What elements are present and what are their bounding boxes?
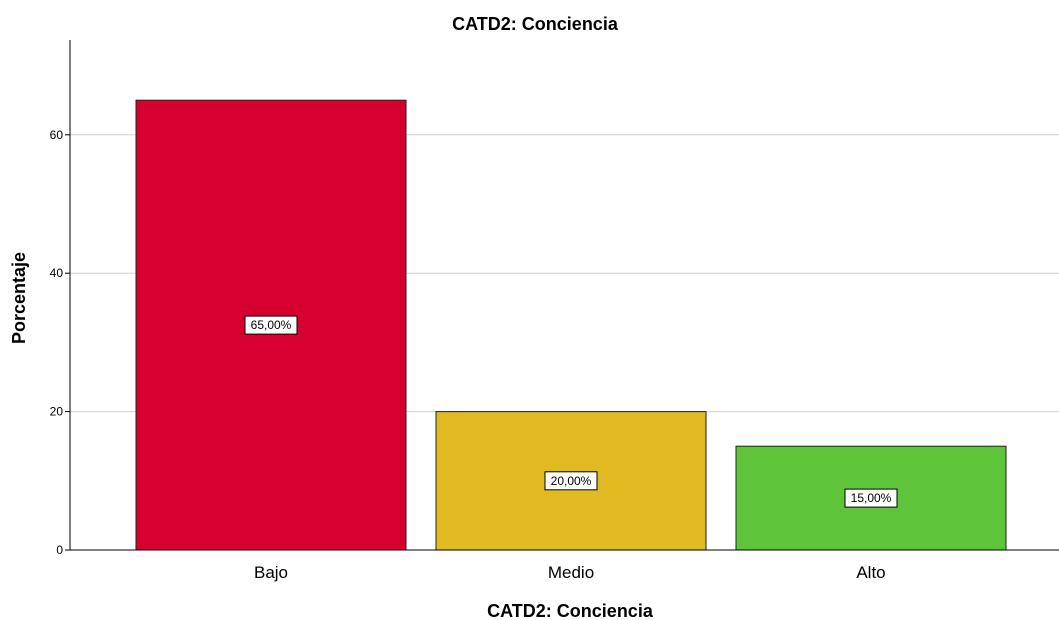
data-label: 20,00% — [544, 471, 598, 491]
chart-title: CATD2: Conciencia — [452, 14, 619, 34]
data-label-box — [244, 315, 298, 335]
x-tick-label: Medio — [548, 563, 594, 582]
y-tick-label: 20 — [50, 405, 64, 419]
y-tick-label: 0 — [56, 543, 63, 557]
y-axis-title: Porcentaje — [9, 252, 29, 344]
data-label: 15,00% — [844, 488, 898, 508]
data-label-text: 20,00% — [551, 474, 592, 488]
data-label-box — [844, 488, 898, 508]
y-axis: 0 20 40 60 — [50, 40, 71, 557]
y-tick-label: 60 — [50, 128, 64, 142]
data-label-text: 65,00% — [251, 318, 292, 332]
y-tick-label: 40 — [50, 266, 64, 280]
data-labels: 65,00% 20,00% 15,00% — [244, 315, 898, 508]
x-tick-label: Bajo — [254, 563, 288, 582]
data-label-box — [544, 471, 598, 491]
x-tick-label: Alto — [856, 563, 885, 582]
data-label-text: 15,00% — [851, 491, 892, 505]
x-axis-title: CATD2: Conciencia — [487, 601, 654, 620]
data-label: 65,00% — [244, 315, 298, 335]
x-axis: Bajo Medio Alto — [70, 549, 1059, 582]
